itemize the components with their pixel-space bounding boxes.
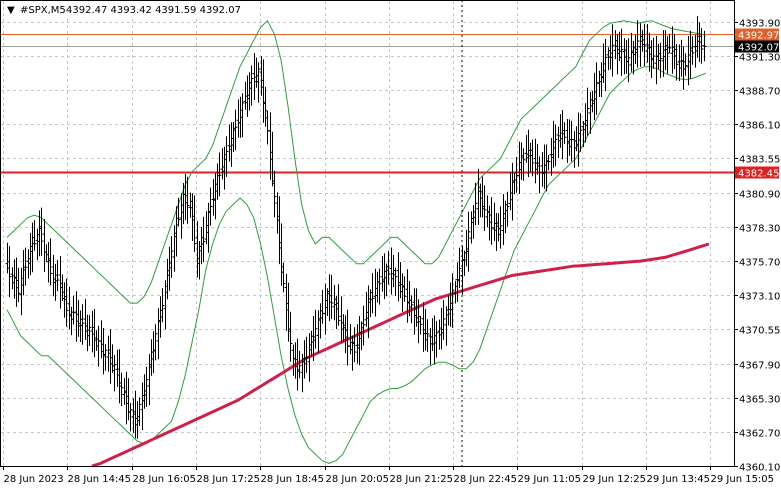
bollinger-upper-line xyxy=(6,20,707,304)
x-tick-label: 29 Jun 13:45 xyxy=(647,474,711,485)
y-tick-label: 4375.70 xyxy=(739,258,780,269)
price-tag-label: 4382.45 xyxy=(738,169,779,180)
y-tick-label: 4370.55 xyxy=(739,326,780,337)
x-tick-label: 28 Jun 22:45 xyxy=(454,474,518,485)
bollinger-lower-line xyxy=(6,66,707,464)
y-tick-label: 4386.10 xyxy=(739,121,780,132)
y-tick-label: 4391.30 xyxy=(739,53,780,64)
x-tick-label: 28 Jun 14:45 xyxy=(68,474,132,485)
price-tag-label: 4392.97 xyxy=(738,31,779,42)
sma-line xyxy=(91,242,710,468)
price-tag-bg xyxy=(735,166,779,179)
y-tick-label: 4388.70 xyxy=(739,87,780,98)
price-tag-bg xyxy=(735,40,779,53)
y-tick-label: 4380.90 xyxy=(739,190,780,201)
sma-200-line xyxy=(91,242,710,468)
price-axis[interactable]: 4393.90 4391.30 4388.70 4386.10 4383.55 4380.… xyxy=(734,19,780,474)
collapse-triangle-icon[interactable]: ▼ xyxy=(7,5,15,16)
header-background xyxy=(4,1,244,16)
y-tick-label: 4373.10 xyxy=(739,292,780,303)
y-tick-label: 4383.55 xyxy=(739,155,780,166)
x-tick-label: 29 Jun 12:25 xyxy=(583,474,647,485)
price-levels xyxy=(1,34,734,174)
x-tick-label: 29 Jun 15:05 xyxy=(711,474,775,485)
x-tick-label: 28 Jun 18:45 xyxy=(261,474,325,485)
bollinger-bands xyxy=(6,20,707,464)
x-tick-label: 28 Jun 2023 xyxy=(4,474,64,485)
y-tick-label: 4365.30 xyxy=(739,395,780,406)
y-tick-label: 4367.90 xyxy=(739,361,780,372)
chart-grid xyxy=(1,1,734,467)
y-tick-label: 4393.90 xyxy=(739,19,780,30)
x-tick-label: 28 Jun 16:05 xyxy=(133,474,197,485)
x-tick-label: 28 Jun 21:25 xyxy=(390,474,454,485)
price-tag-label: 4392.07 xyxy=(738,43,779,54)
plot-border xyxy=(0,0,735,467)
ohlc-label: 4392.47 4393.42 4391.59 4392.07 xyxy=(66,5,241,16)
price-tag-bg xyxy=(735,28,779,41)
x-tick-label: 28 Jun 17:25 xyxy=(197,474,261,485)
y-tick-label: 4360.10 xyxy=(739,463,780,474)
y-tick-label: 4362.70 xyxy=(739,429,780,440)
y-tick-label: 4378.30 xyxy=(739,224,780,235)
time-axis[interactable]: 28 Jun 2023 28 Jun 14:45 28 Jun 16:05 28 Ju… xyxy=(3,466,775,485)
symbol-label: #SPX,M5 xyxy=(20,5,66,16)
price-tags: 4392.97 4382.45 4392.07 xyxy=(735,28,779,180)
x-tick-label: 28 Jun 20:05 xyxy=(326,474,390,485)
x-tick-label: 29 Jun 11:05 xyxy=(518,474,582,485)
